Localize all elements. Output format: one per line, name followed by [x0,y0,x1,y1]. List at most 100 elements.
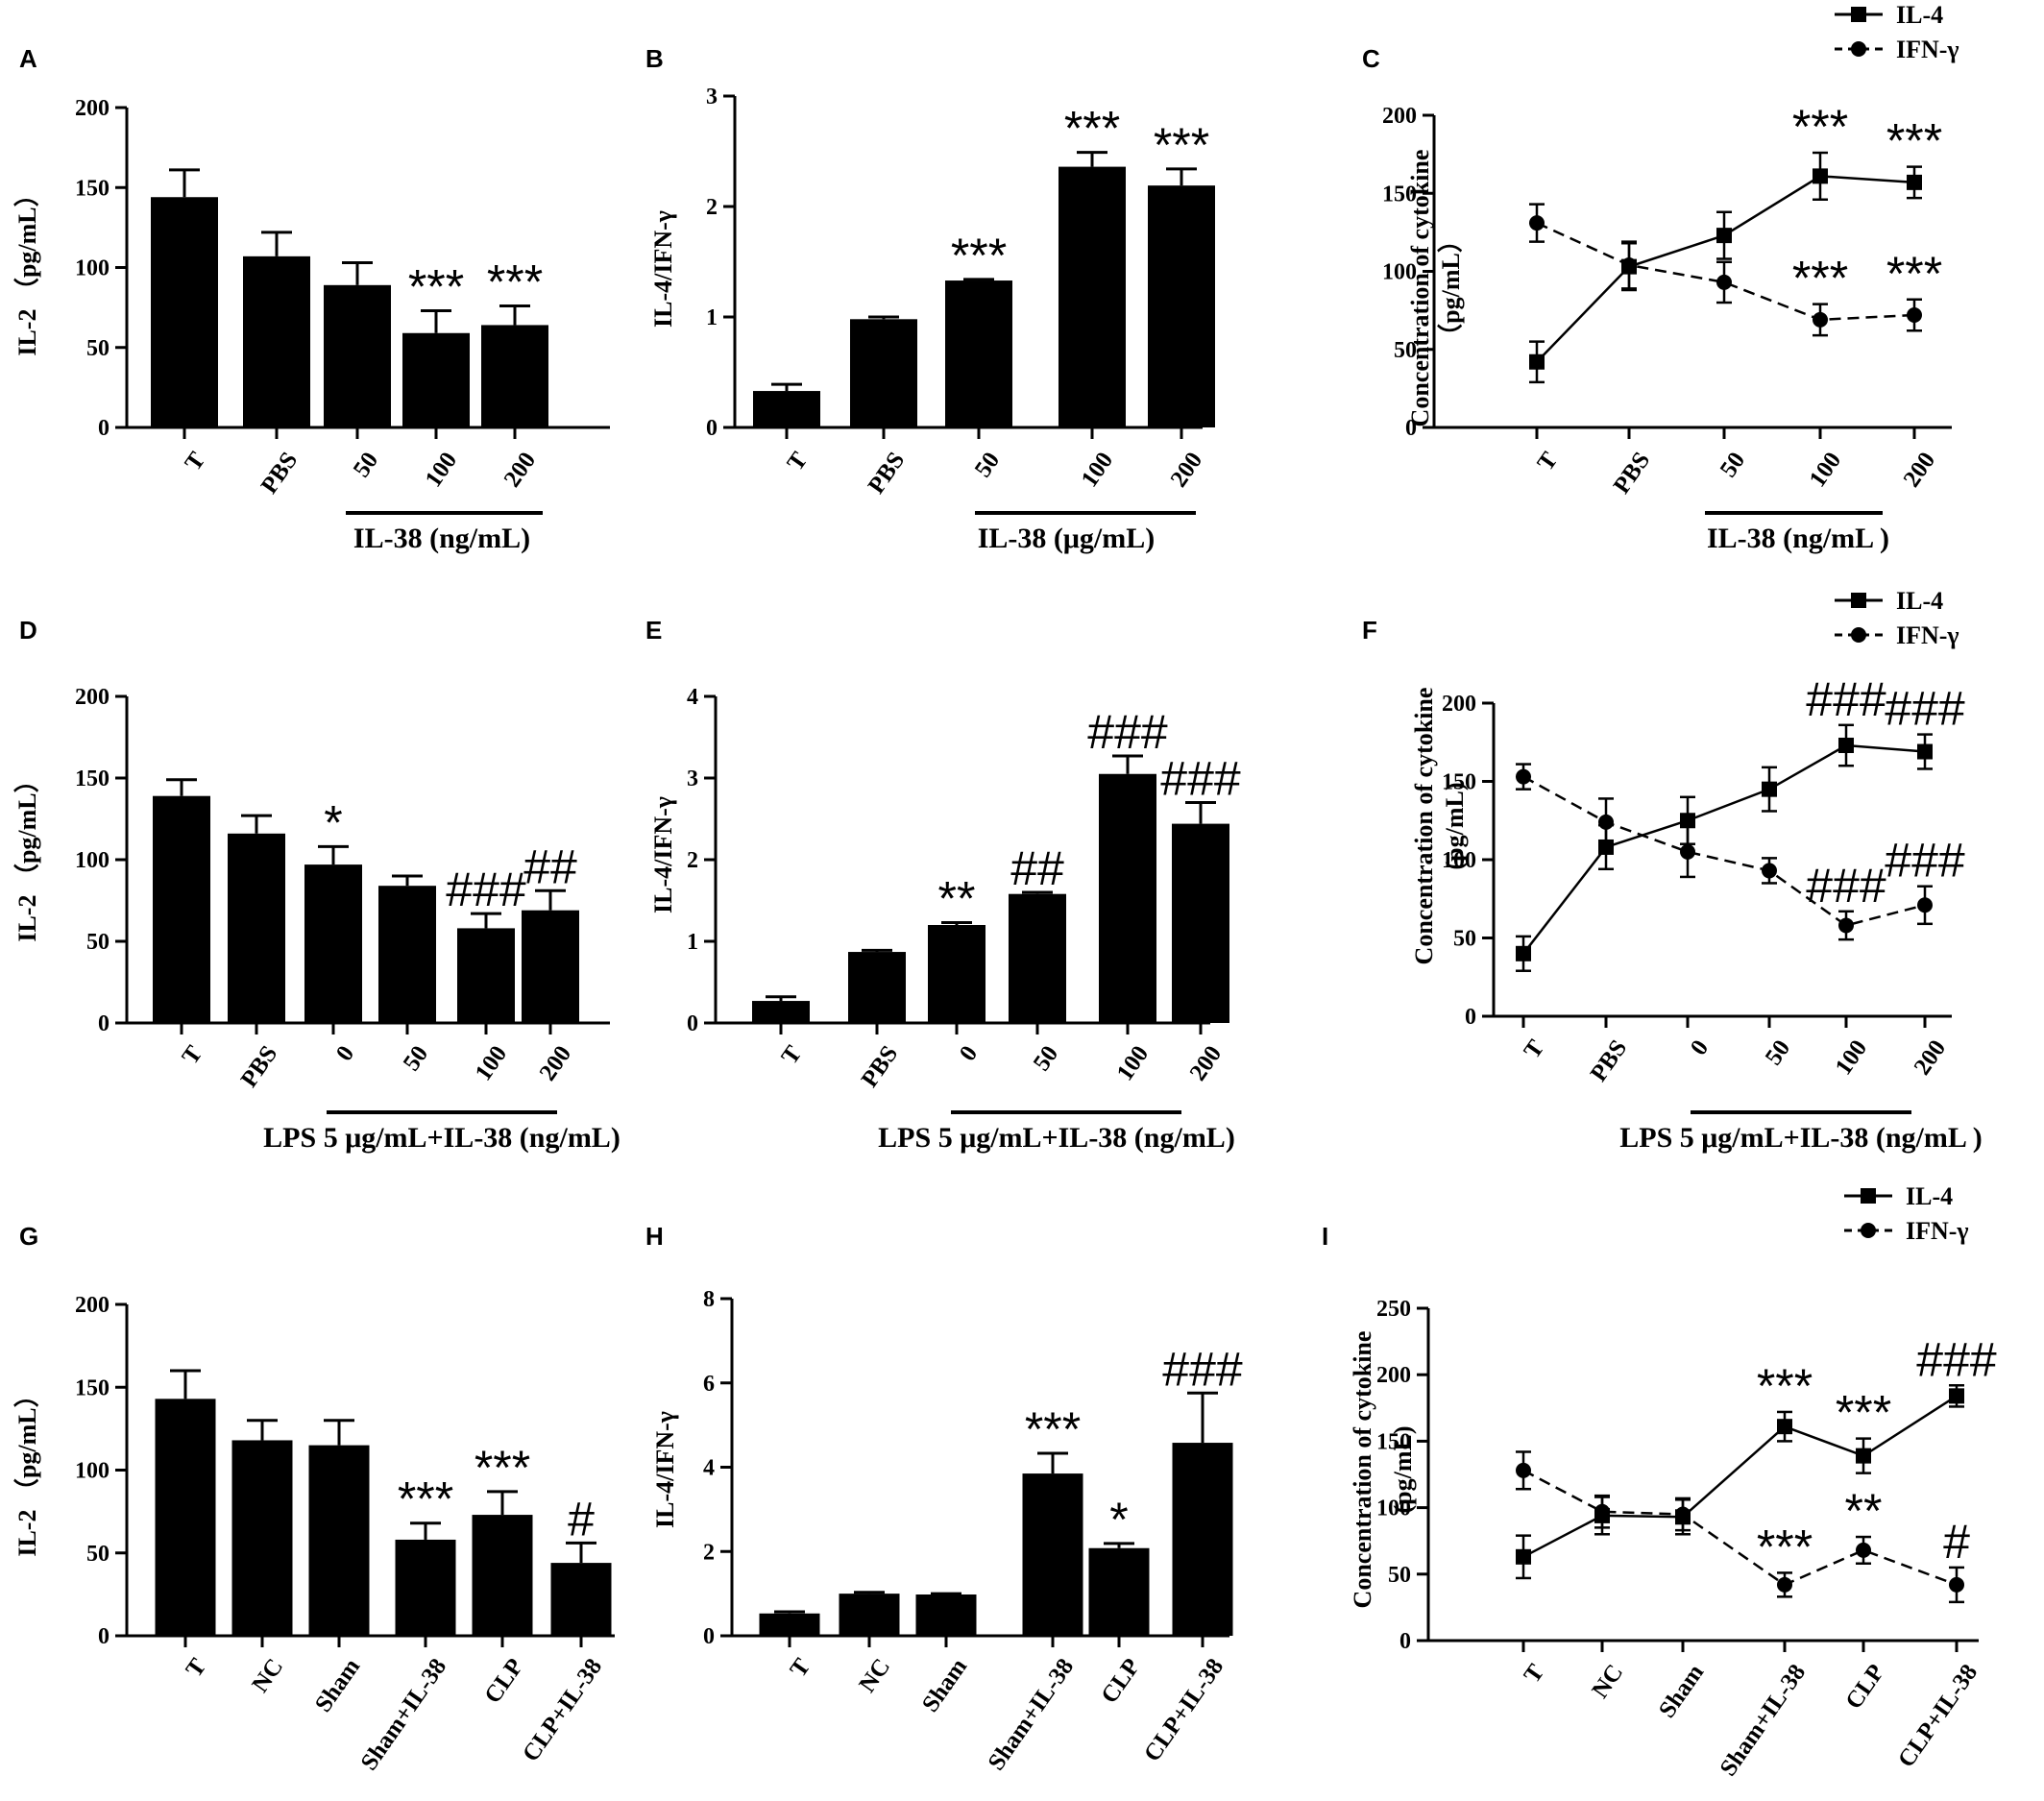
y-tick-label: 50 [86,930,110,955]
y-tick-label: 0 [1399,1629,1411,1654]
x-tick-label: 50 [349,448,383,482]
y-tick-label: 100 [75,848,110,873]
legend-marker-circle [1851,41,1866,57]
bar [752,1001,810,1023]
significance-label: *** [951,229,1007,282]
significance-label: *** [487,255,543,308]
panel-d: D 0 50 100 150 200 IL-2 （pg/mL） T PBS 0 50 100 200 LP… [13,616,620,1154]
x-tick-label: 50 [1716,448,1750,482]
bar [550,1563,612,1636]
y-tick-label: 2 [703,1540,715,1565]
x-tick-label: 200 [1185,1041,1228,1085]
x-tick-label: T [786,1654,816,1682]
y-tick-label: 0 [1465,1005,1476,1030]
significance-label: *** [1757,1359,1813,1413]
y-tick-label: 0 [703,1624,715,1649]
significance-label: ** [938,871,976,925]
x-axis-group-label: IL-38 (μg/mL) [978,523,1156,554]
y-tick-label: 150 [75,1375,110,1400]
y-tick-label: 100 [75,256,110,281]
y-axis-label: IL-4/IFN-γ [649,210,677,328]
bar [472,1515,533,1636]
x-tick-label: T [1533,448,1564,475]
x-tick-label: 200 [1899,448,1941,492]
significance-label: ### [1806,672,1886,726]
x-tick-label: 0 [955,1041,983,1066]
x-tick-label: 50 [970,448,1005,482]
data-point-circle [1762,863,1777,879]
x-tick-label: CLP+IL-38 [1893,1660,1983,1772]
significance-label: ## [1010,841,1064,895]
bar [945,280,1012,427]
x-tick-label: NC [247,1654,288,1697]
y-axis-label: Concentration of cytokine [1406,150,1434,427]
x-tick-label: Sham [310,1654,365,1717]
bar [1148,185,1215,427]
bar [759,1613,820,1636]
x-tick-label: 100 [471,1041,513,1085]
significance-label: ### [1160,752,1241,806]
panel-letter: D [19,616,37,645]
x-tick-label: 100 [1831,1035,1873,1080]
panel-a: A 0 50 100 150 200 IL-2 （pg/mL） T PBS 50 100 200 IL-… [13,44,610,554]
x-axis-group-label: LPS 5 μg/mL+IL-38 (ng/mL) [878,1122,1235,1154]
data-point-square [1516,1548,1531,1565]
bar [1009,893,1066,1023]
y-tick-label: 4 [687,685,698,710]
bar [304,864,362,1023]
y-tick-label: 200 [1376,1363,1411,1388]
data-point-square [1813,168,1828,184]
y-axis-label: IL-4/IFN-γ [651,1411,679,1528]
x-tick-label: 0 [331,1041,359,1066]
data-point-square [1716,228,1732,244]
legend-label: IFN-γ [1896,621,1959,649]
bar [243,256,310,427]
x-tick-label: Sham [917,1654,972,1717]
x-tick-label: 50 [1029,1041,1063,1076]
y-tick-label: 50 [1388,1563,1411,1588]
x-tick-label: Sham+IL-38 [984,1654,1080,1775]
significance-label: *** [1064,102,1120,156]
data-point-square [1777,1419,1792,1435]
significance-label: *** [1886,114,1942,168]
x-tick-label: PBS [1586,1035,1632,1086]
x-tick-label: T [178,1041,208,1069]
y-tick-label: 150 [1376,1429,1411,1454]
x-tick-label: T [783,448,814,475]
bar [402,332,470,427]
y-axis-label: IL-2 （pg/mL） [13,1382,41,1556]
x-tick-label: 100 [1077,448,1119,492]
y-axis-label: Concentration of cytokine [1349,1331,1376,1609]
significance-label: *** [1025,1402,1081,1456]
panel-b: B 0 1 2 3 IL-4/IFN-γ T PBS 50 100 200 IL-38 (μg/mL)… [645,44,1215,554]
series-line [1536,221,1915,322]
bar [928,925,986,1023]
data-point-circle [1598,814,1614,830]
significance-label: * [324,795,342,849]
y-tick-label: 50 [86,336,110,361]
y-tick-label: 2 [687,848,698,873]
significance-label: ## [523,840,577,893]
legend-label: IL-4 [1906,1182,1953,1210]
y-tick-label: 50 [86,1542,110,1567]
y-axis-label-unit: （pg/mL） [1437,228,1465,349]
x-tick-label: PBS [857,1041,903,1092]
x-tick-label: T [777,1041,808,1069]
bar [839,1594,900,1636]
series-line [1522,1469,1958,1587]
y-tick-label: 200 [75,1293,110,1318]
data-point-square [1762,781,1777,797]
bar [153,795,210,1023]
legend-marker-circle [1851,627,1866,643]
x-tick-label: CLP [1096,1654,1145,1708]
y-tick-label: 1 [687,930,698,955]
x-axis-group-label: IL-38 (ng/mL) [353,523,530,554]
panel-c: C 0 50 100 150 200 Concentration of cytokine （p… [1362,1,1959,554]
y-tick-label: 150 [75,767,110,791]
y-tick-label: 0 [706,416,718,441]
significance-label: *** [1757,1520,1813,1573]
data-point-square [1949,1388,1964,1404]
data-point-square [1680,813,1695,829]
panel-letter: E [645,616,662,645]
y-tick-label: 0 [687,1011,698,1036]
